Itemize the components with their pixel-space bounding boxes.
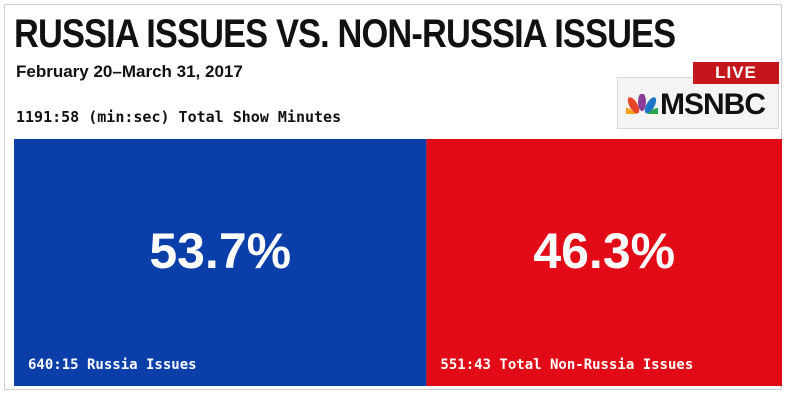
russia-percent-label: 53.7% [149, 223, 292, 279]
network-name: MSNBC [660, 88, 766, 121]
non-russia-time-label: 551:43 Total Non-Russia Issues [440, 357, 694, 373]
russia-bar [14, 139, 427, 386]
non-russia-bar [426, 139, 782, 386]
russia-time-label: 640:15 Russia Issues [28, 357, 197, 373]
live-badge: LIVE [693, 62, 779, 84]
total-show-minutes: 1191:58 (min:sec) Total Show Minutes [16, 108, 342, 126]
date-range: February 20–March 31, 2017 [16, 62, 243, 81]
non-russia-percent-label: 46.3% [533, 223, 676, 279]
peacock-icon [626, 94, 658, 114]
chart-title: RUSSIA ISSUES VS. NON-RUSSIA ISSUES [14, 12, 676, 56]
